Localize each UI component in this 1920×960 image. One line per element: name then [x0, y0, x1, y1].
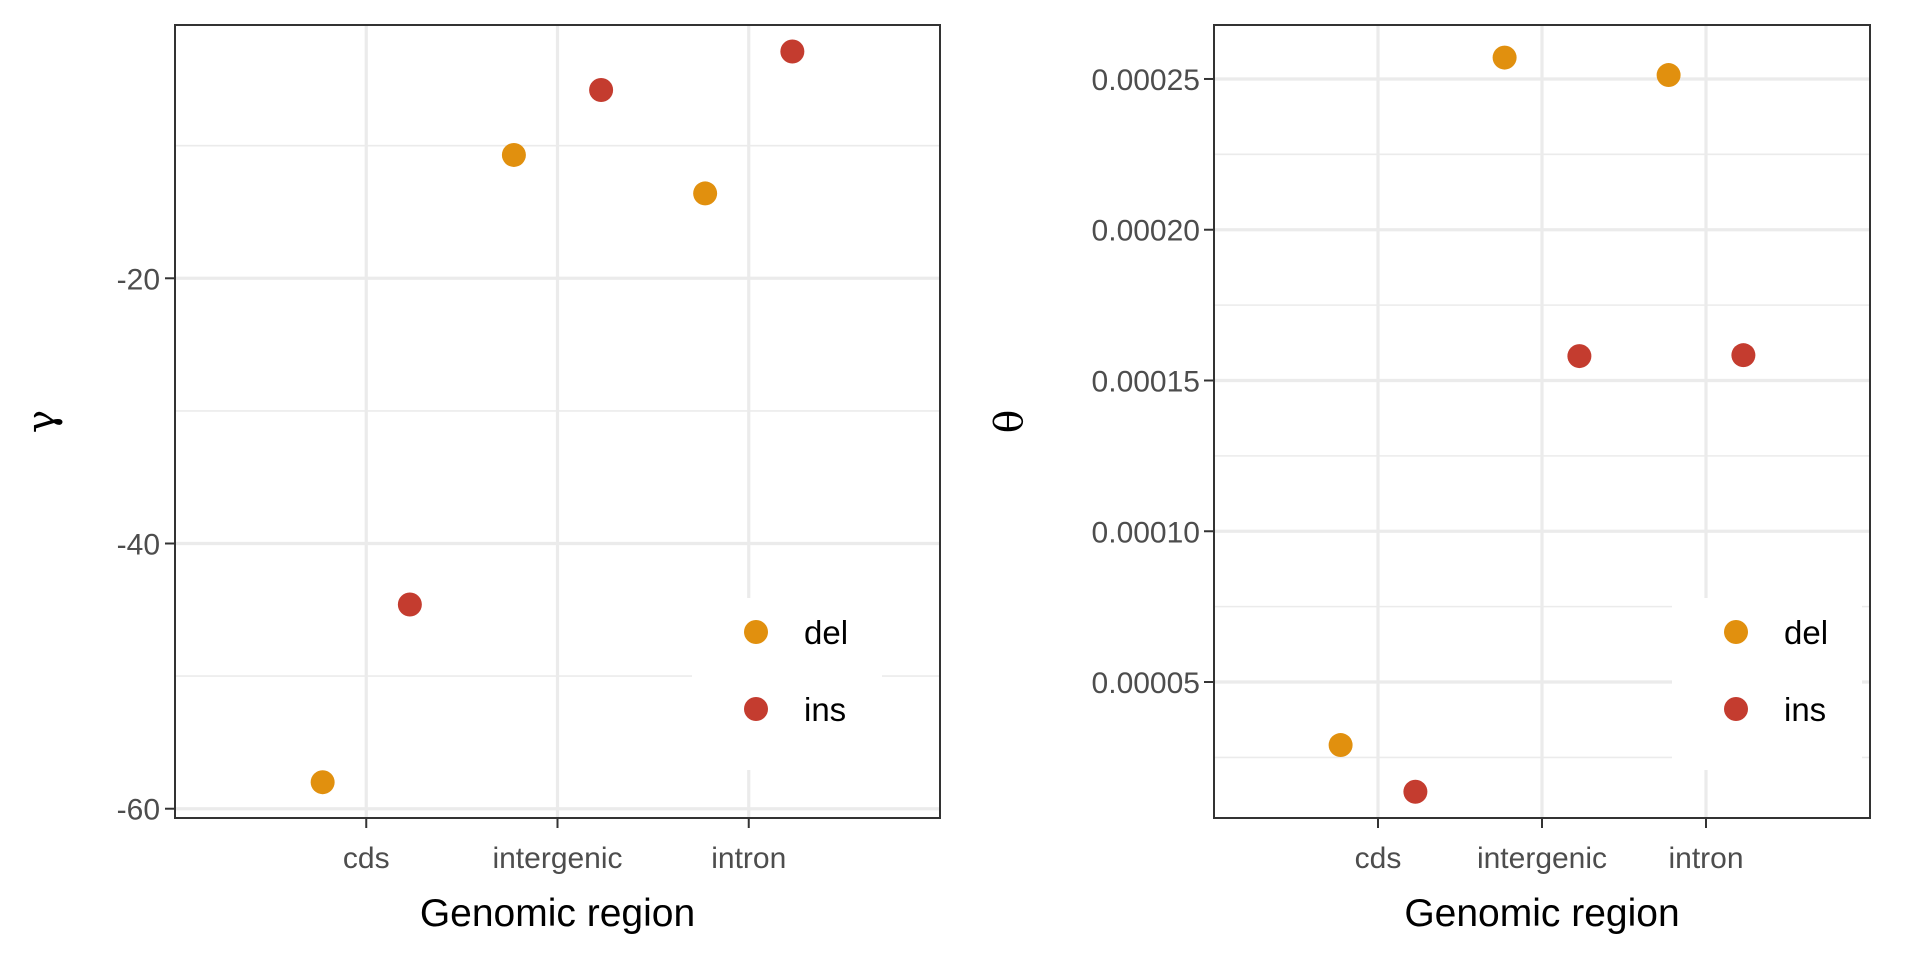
point-del-intron — [1656, 63, 1681, 88]
x-axis-title: Genomic region — [1404, 892, 1679, 935]
legend-key-del — [1724, 620, 1748, 644]
point-ins-cds — [1403, 779, 1428, 804]
x-tick-label-intron: intron — [1668, 842, 1743, 875]
point-ins-intron — [1731, 343, 1756, 368]
legend-label-ins: ins — [1784, 691, 1826, 728]
point-del-cds — [1328, 733, 1353, 758]
legend-label-del: del — [804, 614, 848, 651]
point-ins-cds — [397, 592, 422, 617]
x-tick-label-cds: cds — [1355, 842, 1402, 875]
x-axis-title: Genomic region — [420, 892, 695, 935]
y-tick-label: 0.00010 — [1092, 516, 1200, 549]
x-tick-label-intron: intron — [711, 842, 786, 875]
point-ins-intergenic — [589, 77, 614, 102]
y-axis-title: θ — [988, 410, 1033, 433]
y-tick-label: -40 — [117, 529, 160, 562]
panel-2: del ins 0.00005 0.00010 0.00015 0.00020 0.0002… — [988, 24, 1871, 935]
x-tick-label-intergenic: intergenic — [1477, 842, 1607, 875]
legend-label-ins: ins — [804, 691, 846, 728]
point-del-intergenic — [1492, 45, 1517, 70]
legend-background — [1672, 598, 1862, 770]
legend-key-del — [744, 620, 768, 644]
legend: del ins — [692, 598, 882, 770]
y-axis-title: γ — [20, 410, 65, 433]
y-tick-label: 0.00020 — [1092, 215, 1200, 248]
y-tick-label: 0.00005 — [1092, 667, 1200, 700]
legend-background — [692, 598, 882, 770]
x-tick-label-intergenic: intergenic — [492, 842, 622, 875]
y-tick-label: -20 — [117, 263, 160, 296]
point-del-cds — [310, 770, 335, 795]
point-ins-intergenic — [1567, 344, 1592, 369]
x-tick-label-cds: cds — [343, 842, 390, 875]
legend: del ins — [1672, 598, 1862, 770]
point-del-intron — [693, 181, 718, 206]
y-tick-label: -60 — [117, 794, 160, 827]
y-tick-label: 0.00015 — [1092, 365, 1200, 398]
point-ins-intron — [780, 39, 805, 64]
y-tick-label: 0.00025 — [1092, 64, 1200, 97]
panel-1: del ins -20 -40 -60 cds intergenic intron Genomi… — [20, 24, 941, 935]
legend-key-ins — [744, 697, 768, 721]
legend-key-ins — [1724, 697, 1748, 721]
point-del-intergenic — [501, 142, 526, 167]
legend-label-del: del — [1784, 614, 1828, 651]
